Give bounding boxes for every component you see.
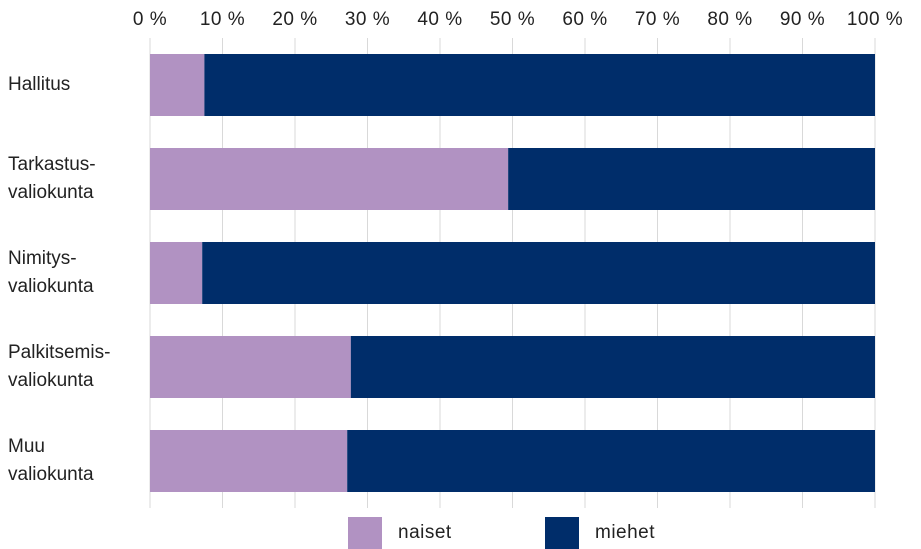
- x-tick-label: 100 %: [847, 9, 903, 30]
- legend-swatch: [545, 517, 579, 549]
- y-tick-label: Tarkastus- valiokunta: [8, 154, 96, 203]
- bar-segment: [204, 54, 875, 116]
- x-tick-label: 30 %: [345, 9, 390, 30]
- x-tick-label: 0 %: [133, 9, 167, 30]
- bar-segment: [150, 242, 203, 304]
- bar-segment: [347, 430, 875, 492]
- x-tick-label: 90 %: [780, 9, 825, 30]
- x-tick-label: 50 %: [490, 9, 535, 30]
- legend-swatch: [348, 517, 382, 549]
- bar-segment: [150, 54, 205, 116]
- x-tick-label: 40 %: [417, 9, 462, 30]
- bar-segment: [150, 430, 348, 492]
- y-tick-label: Hallitus: [8, 74, 71, 95]
- x-tick-label: 10 %: [200, 9, 245, 30]
- legend-label: naiset: [398, 522, 452, 543]
- legend-label: miehet: [595, 522, 655, 543]
- x-tick-label: 80 %: [707, 9, 752, 30]
- x-tick-label: 70 %: [635, 9, 680, 30]
- bar-segment: [150, 336, 351, 398]
- y-tick-label: Muu valiokunta: [8, 436, 94, 485]
- x-tick-label: 20 %: [272, 9, 317, 30]
- bar-segment: [150, 148, 509, 210]
- bar-segment: [508, 148, 875, 210]
- y-tick-label: Nimitys- valiokunta: [8, 248, 94, 297]
- x-tick-label: 60 %: [562, 9, 607, 30]
- bar-segment: [350, 336, 875, 398]
- y-tick-label: Palkitsemis- valiokunta: [8, 342, 111, 391]
- bar-segment: [202, 242, 875, 304]
